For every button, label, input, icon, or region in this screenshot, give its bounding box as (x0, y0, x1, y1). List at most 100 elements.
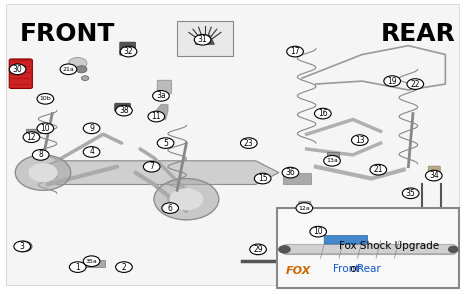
Text: 16: 16 (318, 109, 328, 118)
Circle shape (14, 241, 30, 252)
Text: 10: 10 (40, 124, 50, 133)
Text: 12: 12 (27, 133, 36, 142)
Circle shape (69, 262, 86, 272)
FancyBboxPatch shape (120, 42, 136, 55)
Circle shape (37, 123, 54, 134)
Text: 3a: 3a (156, 91, 166, 100)
Circle shape (83, 147, 100, 157)
Circle shape (83, 256, 100, 266)
Circle shape (314, 108, 331, 119)
Polygon shape (156, 105, 168, 119)
Text: Fox Shock Upgrade: Fox Shock Upgrade (339, 241, 439, 252)
Text: 7: 7 (149, 162, 154, 171)
Text: 1: 1 (75, 263, 80, 271)
Circle shape (170, 189, 202, 209)
Circle shape (20, 244, 27, 249)
Circle shape (9, 64, 26, 74)
FancyBboxPatch shape (283, 173, 311, 184)
Circle shape (60, 64, 77, 74)
Circle shape (194, 35, 211, 45)
Circle shape (407, 79, 424, 89)
Circle shape (37, 94, 54, 104)
Text: 13a: 13a (326, 158, 338, 163)
Circle shape (402, 188, 419, 198)
Circle shape (148, 111, 164, 122)
Circle shape (68, 58, 87, 69)
Text: 5: 5 (163, 139, 168, 148)
Text: 15: 15 (258, 174, 267, 183)
Circle shape (116, 262, 132, 272)
FancyBboxPatch shape (6, 4, 459, 285)
FancyBboxPatch shape (157, 80, 172, 94)
FancyBboxPatch shape (324, 235, 368, 244)
Text: 29: 29 (253, 245, 263, 254)
Text: 4: 4 (89, 148, 94, 156)
Circle shape (352, 135, 368, 145)
Text: 36: 36 (285, 168, 295, 177)
Text: 35: 35 (406, 189, 416, 198)
Circle shape (120, 46, 137, 57)
Circle shape (153, 91, 169, 101)
Circle shape (324, 156, 340, 166)
Text: 30: 30 (13, 65, 22, 74)
Circle shape (240, 138, 257, 148)
Text: 8: 8 (38, 150, 43, 159)
Text: 34: 34 (429, 171, 438, 180)
Text: 10: 10 (313, 227, 323, 236)
Text: 11: 11 (152, 112, 161, 121)
Text: 21: 21 (374, 165, 383, 174)
Circle shape (370, 164, 387, 175)
Circle shape (83, 123, 100, 134)
Circle shape (162, 203, 179, 213)
Text: FOX: FOX (286, 266, 311, 277)
FancyBboxPatch shape (115, 103, 130, 111)
Text: 6: 6 (168, 204, 173, 212)
Text: 22: 22 (410, 80, 420, 89)
FancyBboxPatch shape (243, 138, 254, 143)
Circle shape (23, 132, 40, 142)
Circle shape (287, 46, 303, 57)
FancyBboxPatch shape (27, 129, 38, 135)
Text: 21a: 21a (63, 67, 74, 72)
Circle shape (282, 167, 299, 178)
Text: 13: 13 (355, 136, 365, 145)
Text: FRONT: FRONT (20, 22, 115, 46)
FancyBboxPatch shape (428, 166, 440, 176)
FancyBboxPatch shape (327, 152, 339, 158)
Text: 35a: 35a (86, 259, 98, 264)
FancyBboxPatch shape (9, 59, 32, 89)
Text: 12a: 12a (299, 206, 310, 211)
Circle shape (32, 150, 49, 160)
Text: 17: 17 (290, 47, 300, 56)
Circle shape (157, 138, 174, 148)
Text: 19: 19 (387, 77, 397, 86)
Text: 10b: 10b (39, 96, 51, 101)
FancyBboxPatch shape (299, 201, 311, 206)
Text: 2: 2 (121, 263, 126, 271)
Text: 3: 3 (20, 242, 25, 251)
Text: 9: 9 (89, 124, 94, 133)
Circle shape (384, 76, 401, 86)
Text: 23: 23 (244, 139, 254, 148)
Circle shape (426, 170, 442, 181)
Circle shape (255, 173, 271, 184)
Text: Front: Front (333, 263, 360, 274)
Text: 38: 38 (119, 106, 129, 115)
Text: 31: 31 (198, 35, 208, 44)
Circle shape (279, 246, 290, 253)
Circle shape (15, 155, 71, 190)
FancyBboxPatch shape (84, 260, 105, 267)
Circle shape (29, 164, 57, 181)
FancyBboxPatch shape (276, 208, 459, 288)
Polygon shape (34, 161, 279, 184)
Text: Rear: Rear (357, 263, 381, 274)
Circle shape (15, 241, 32, 252)
Circle shape (310, 226, 327, 237)
Circle shape (116, 105, 132, 116)
Circle shape (143, 162, 160, 172)
Circle shape (448, 246, 458, 252)
Text: 32: 32 (124, 47, 133, 56)
Circle shape (82, 76, 89, 80)
Circle shape (296, 203, 313, 213)
Text: or: or (347, 263, 365, 274)
